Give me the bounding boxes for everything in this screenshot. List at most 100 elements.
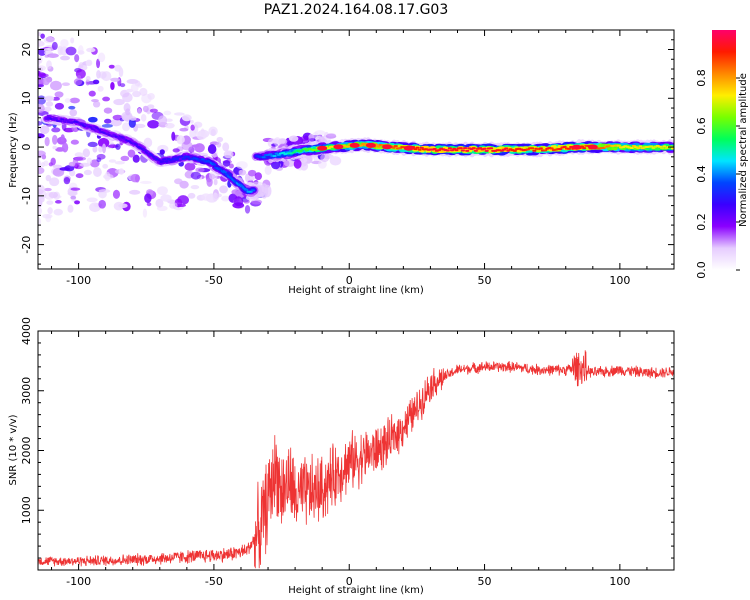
- colorbar-tick-label: 0.0: [695, 261, 708, 279]
- spectrogram-noise-blob: [38, 206, 42, 216]
- spectrogram-noise-blob: [118, 203, 128, 209]
- colorbar-ticks: 0.0 0.2 0.4 0.6 0.8: [695, 69, 740, 279]
- spectrogram-noise-blob: [149, 108, 158, 113]
- spectrogram-noise-blob: [48, 191, 58, 199]
- spectrogram-noise-blob: [114, 64, 122, 72]
- spectrogram-ridge-segment: [142, 147, 147, 152]
- spectrogram-noise-blob: [102, 163, 109, 169]
- spectrogram-noise-blob: [126, 88, 134, 93]
- spectrogram-noise-blob: [233, 196, 244, 207]
- spectrogram-noise-blob: [38, 65, 46, 72]
- spectrogram-noise-blob: [126, 78, 139, 85]
- spectrogram-noise-blob: [70, 139, 79, 145]
- spectrogram-noise-blob: [299, 136, 310, 141]
- spectrogram-noise-blob: [88, 90, 96, 97]
- spectrogram-noise-blob: [42, 77, 50, 86]
- spectrogram-noise-blob: [101, 123, 113, 128]
- spectrogram-noise-blob: [61, 142, 69, 153]
- y-tick-label: 2000: [20, 437, 33, 465]
- spectrogram-noise-blob: [45, 174, 52, 182]
- spectrogram-ridge-segment: [133, 142, 139, 146]
- spectrogram-ridge-segment: [218, 167, 223, 171]
- spectrogram-noise-blob: [38, 121, 43, 126]
- spectrogram-ridge-segment: [88, 125, 93, 129]
- spectrogram-noise-blob: [89, 159, 100, 168]
- spectrogram-noise-blob: [172, 148, 180, 153]
- spectrogram-noise-blob: [209, 171, 218, 180]
- y-tick-label: 3000: [20, 377, 33, 405]
- spectrogram-noise-blob: [44, 187, 52, 192]
- spectrogram-noise-blob: [104, 171, 111, 182]
- spectrogram-noise-blob: [184, 162, 196, 171]
- spectrogram-noise-blob: [74, 152, 84, 158]
- spectrogram-ridge-segment: [220, 170, 225, 174]
- spectrogram-noise-blob: [61, 82, 70, 87]
- x-tick-label: 0: [346, 274, 353, 287]
- spectrogram-ridge-segment: [244, 188, 249, 191]
- spectrogram-noise-blob: [119, 83, 126, 88]
- spectrogram-noise-blob: [44, 136, 50, 147]
- spectrogram-noise-blob: [103, 107, 113, 114]
- spectrogram-y-ticks: -20 -10 0 10 20: [20, 29, 674, 265]
- spectrogram-noise-blob: [163, 110, 172, 116]
- spectrogram-noise-blob: [132, 90, 142, 98]
- spectrogram-noise-blob: [92, 145, 98, 153]
- spectrogram-frame: [37, 29, 675, 270]
- spectrogram-noise-blob: [118, 168, 124, 175]
- spectrogram-noise-blob: [246, 176, 255, 181]
- spectrogram-noise-blob: [195, 167, 205, 173]
- spectrogram-noise-blob: [283, 159, 296, 167]
- spectrogram-peak: [403, 145, 414, 151]
- spectrogram-noise-blob: [69, 109, 78, 117]
- spectrogram-noise-blob: [140, 114, 147, 122]
- x-tick-label: -50: [205, 274, 223, 287]
- spectrogram-peak: [317, 145, 328, 151]
- spectrogram-ridge-segment: [94, 126, 100, 130]
- spectrogram-noise-blob: [57, 45, 63, 56]
- spectrogram-noise-blob: [193, 121, 203, 128]
- spectrogram-noise-blob: [38, 167, 45, 175]
- spectrogram-noise-blob: [179, 180, 189, 189]
- spectrogram-noise-blob: [110, 77, 120, 82]
- spectrogram-noise-blob: [45, 96, 54, 102]
- spectrogram-noise-blob: [34, 19, 45, 23]
- spectrogram-x-label: Height of straight line (km): [288, 285, 424, 296]
- spectrogram-noise-blob: [60, 55, 70, 61]
- spectrogram-noise-blob: [112, 189, 121, 199]
- spectrogram-noise-blob: [83, 169, 92, 176]
- spectrogram-noise-blob: [38, 103, 45, 113]
- spectrogram-noise-blob: [308, 138, 316, 142]
- spectrogram-noise-blob: [206, 177, 213, 187]
- spectrogram-noise-blob: [243, 199, 250, 204]
- spectrogram-ridge-segment: [97, 128, 102, 132]
- spectrogram-noise-blob: [97, 85, 104, 92]
- spectrogram-peak: [587, 144, 598, 150]
- spectrogram-noise-blob: [169, 202, 178, 209]
- spectrogram-noise-blob: [65, 46, 77, 56]
- spectrogram-noise-blob: [82, 148, 91, 158]
- spectrogram-noise-blob: [190, 171, 202, 180]
- spectrogram-noise-blob: [254, 172, 263, 181]
- spectrogram-noise-blob: [181, 141, 193, 151]
- spectrogram-noise-blob: [189, 119, 194, 124]
- spectrogram-noise-blob: [173, 112, 185, 116]
- spectrogram-noise-blob: [67, 191, 78, 196]
- colorbar-tick-label: 0.2: [695, 213, 708, 231]
- spectrogram-noise-blob: [156, 186, 168, 196]
- spectrogram-noise-blob: [52, 145, 58, 150]
- spectrogram-noise-blob: [210, 128, 216, 137]
- spectrogram-noise-blob: [329, 156, 342, 166]
- spectrogram-noise-blob: [39, 125, 50, 135]
- spectrogram-noise-blob: [160, 194, 172, 202]
- spectrogram-noise-blob: [110, 81, 115, 91]
- spectrogram-noise-blob: [222, 160, 231, 167]
- spectrogram-noise-blob: [96, 153, 106, 160]
- spectrogram-noise-blob: [38, 40, 45, 47]
- spectrogram-noise-blob: [127, 149, 136, 158]
- spectrogram-noise-blob: [164, 122, 175, 129]
- spectrogram-noise-blob: [43, 160, 49, 167]
- spectrogram-ridge-segment: [110, 134, 115, 138]
- y-tick-label: 20: [20, 43, 33, 57]
- spectrogram-noise-blob: [125, 108, 131, 116]
- spectrogram-noise-blob: [67, 204, 74, 213]
